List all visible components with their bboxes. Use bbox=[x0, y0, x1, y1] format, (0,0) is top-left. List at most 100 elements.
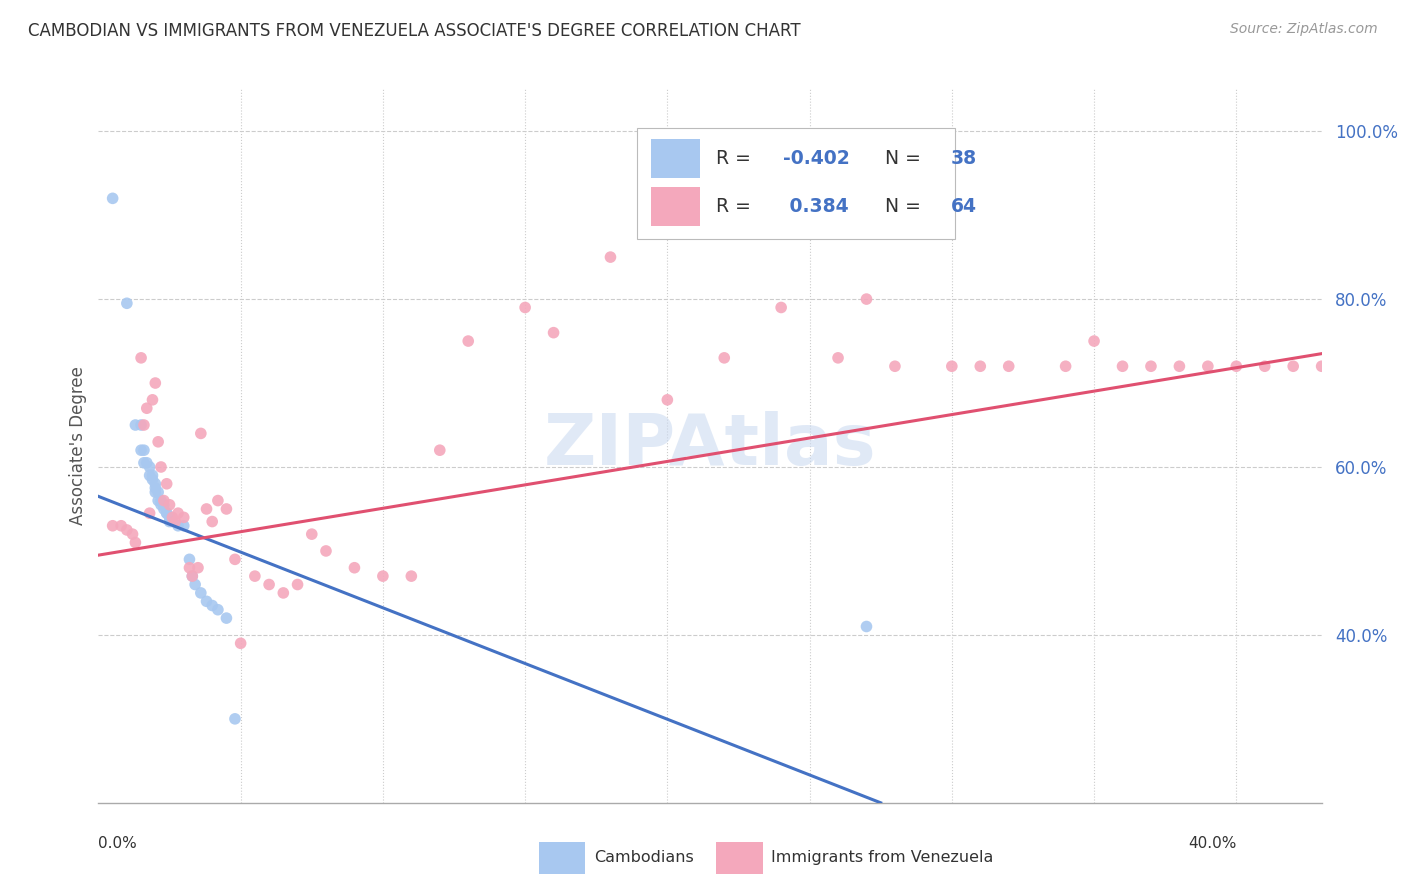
Point bbox=[207, 603, 229, 617]
Point bbox=[997, 359, 1019, 374]
Point bbox=[229, 636, 252, 650]
Point bbox=[770, 301, 793, 315]
Point bbox=[167, 506, 190, 520]
Text: R =: R = bbox=[716, 197, 756, 216]
Point bbox=[215, 502, 238, 516]
Point bbox=[159, 510, 181, 524]
Point bbox=[401, 569, 423, 583]
Point bbox=[162, 510, 184, 524]
Point bbox=[135, 401, 157, 416]
Point bbox=[1225, 359, 1247, 374]
Point bbox=[201, 599, 224, 613]
Point bbox=[132, 456, 155, 470]
Point bbox=[179, 560, 201, 574]
Point bbox=[167, 518, 190, 533]
Point bbox=[315, 544, 337, 558]
Point bbox=[138, 460, 160, 475]
Point bbox=[243, 569, 266, 583]
Point bbox=[941, 359, 963, 374]
Point bbox=[1254, 359, 1277, 374]
Point bbox=[343, 560, 366, 574]
Point bbox=[159, 515, 181, 529]
FancyBboxPatch shape bbox=[538, 842, 585, 874]
Point bbox=[115, 523, 138, 537]
Point bbox=[156, 476, 179, 491]
Text: R =: R = bbox=[716, 149, 756, 168]
Point bbox=[143, 481, 166, 495]
Text: N =: N = bbox=[884, 149, 927, 168]
Point bbox=[165, 515, 187, 529]
Point bbox=[153, 493, 176, 508]
Point bbox=[150, 498, 173, 512]
Text: Immigrants from Venezuela: Immigrants from Venezuela bbox=[772, 850, 994, 865]
Point bbox=[135, 456, 157, 470]
Point bbox=[146, 434, 169, 449]
FancyBboxPatch shape bbox=[651, 187, 700, 227]
Point bbox=[190, 586, 212, 600]
Point bbox=[1282, 359, 1305, 374]
Point bbox=[287, 577, 309, 591]
Point bbox=[162, 515, 184, 529]
Point bbox=[129, 417, 152, 432]
FancyBboxPatch shape bbox=[716, 842, 762, 874]
Point bbox=[429, 443, 451, 458]
Point bbox=[129, 443, 152, 458]
Text: 40.0%: 40.0% bbox=[1188, 837, 1236, 851]
Point bbox=[181, 569, 204, 583]
Point bbox=[1054, 359, 1077, 374]
Point bbox=[1111, 359, 1133, 374]
Point bbox=[1310, 359, 1333, 374]
Text: N =: N = bbox=[884, 197, 927, 216]
Point bbox=[143, 476, 166, 491]
Text: 64: 64 bbox=[950, 197, 977, 216]
Point bbox=[273, 586, 295, 600]
Point bbox=[181, 569, 204, 583]
Point bbox=[1083, 334, 1105, 348]
Point bbox=[150, 493, 173, 508]
Point bbox=[129, 351, 152, 365]
Point bbox=[153, 498, 176, 512]
Point bbox=[301, 527, 323, 541]
Text: Cambodians: Cambodians bbox=[593, 850, 693, 865]
Point bbox=[150, 460, 173, 475]
Text: 38: 38 bbox=[950, 149, 977, 168]
Point bbox=[141, 392, 163, 407]
Point bbox=[187, 560, 209, 574]
Point bbox=[215, 611, 238, 625]
Point bbox=[207, 493, 229, 508]
Point bbox=[1168, 359, 1191, 374]
Text: 0.384: 0.384 bbox=[783, 197, 849, 216]
Point bbox=[121, 527, 143, 541]
Point bbox=[143, 376, 166, 390]
Point bbox=[153, 502, 176, 516]
Point bbox=[110, 518, 132, 533]
Text: -0.402: -0.402 bbox=[783, 149, 851, 168]
Point bbox=[101, 518, 124, 533]
Point bbox=[124, 535, 146, 549]
Point bbox=[1140, 359, 1163, 374]
Point bbox=[173, 518, 195, 533]
Point bbox=[969, 359, 991, 374]
Point bbox=[156, 506, 179, 520]
Point bbox=[146, 493, 169, 508]
Point bbox=[184, 577, 207, 591]
Point bbox=[141, 473, 163, 487]
Point bbox=[159, 498, 181, 512]
Text: Source: ZipAtlas.com: Source: ZipAtlas.com bbox=[1230, 22, 1378, 37]
Point bbox=[141, 468, 163, 483]
Text: ZIPAtlas: ZIPAtlas bbox=[544, 411, 876, 481]
FancyBboxPatch shape bbox=[637, 128, 955, 239]
Point bbox=[224, 712, 246, 726]
Point bbox=[855, 619, 877, 633]
Point bbox=[101, 191, 124, 205]
Point bbox=[657, 392, 679, 407]
Point bbox=[599, 250, 621, 264]
Point bbox=[257, 577, 280, 591]
Point bbox=[855, 292, 877, 306]
Point bbox=[143, 485, 166, 500]
Point bbox=[1197, 359, 1219, 374]
Point bbox=[543, 326, 565, 340]
Point bbox=[115, 296, 138, 310]
Point bbox=[884, 359, 907, 374]
Text: 0.0%: 0.0% bbox=[98, 837, 138, 851]
